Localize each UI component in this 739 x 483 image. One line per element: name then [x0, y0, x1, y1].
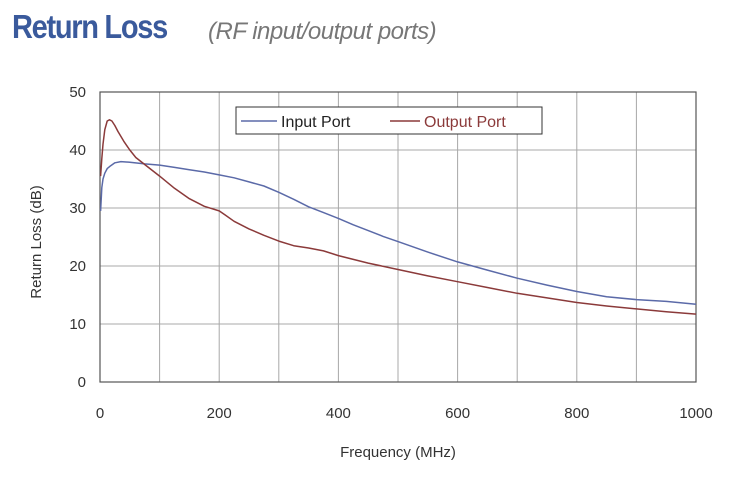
series-line-output-port	[99, 119, 697, 315]
grid	[99, 91, 697, 383]
legend: Input Port Output Port	[235, 106, 543, 135]
legend-label-output-port: Output Port	[424, 114, 506, 131]
chart-subtitle: (RF input/output ports)	[208, 18, 437, 45]
chart-title-block: Return Loss (RF input/output ports)	[12, 8, 437, 46]
series-line-input-port	[99, 160, 697, 306]
y-tick-label: 20	[69, 258, 86, 275]
tick-labels: 0 200 400 600 800 1000 0 10 20 30 40 50	[69, 84, 712, 422]
x-tick-label: 800	[564, 405, 589, 422]
x-tick-label: 0	[96, 405, 104, 422]
series-lines	[99, 119, 697, 315]
y-tick-label: 50	[69, 84, 86, 101]
y-tick-label: 0	[78, 374, 86, 391]
legend-box	[235, 106, 543, 135]
legend-label-input-port: Input Port	[281, 114, 351, 131]
x-tick-label: 200	[207, 405, 232, 422]
chart-title: Return Loss	[12, 8, 168, 45]
x-tick-label: 1000	[679, 405, 712, 422]
x-tick-label: 400	[326, 405, 351, 422]
y-tick-label: 10	[69, 316, 86, 333]
x-axis-label: Frequency (MHz)	[340, 444, 456, 461]
y-tick-label: 30	[69, 200, 86, 217]
y-tick-label: 40	[69, 142, 86, 159]
y-axis-label: Return Loss (dB)	[28, 185, 45, 298]
plot-border	[99, 91, 697, 383]
x-tick-label: 600	[445, 405, 470, 422]
